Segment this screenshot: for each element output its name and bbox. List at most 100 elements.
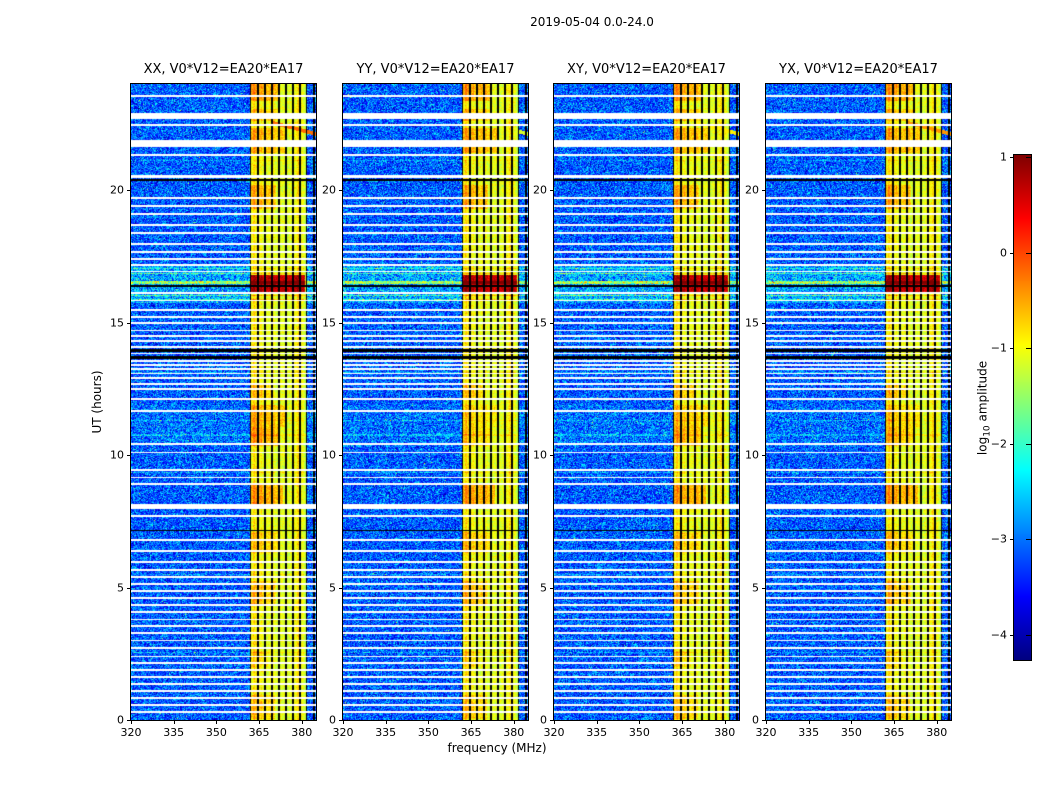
y-tick-label: 5	[752, 581, 759, 594]
y-tick	[127, 587, 131, 589]
colorbar-tick	[1010, 252, 1014, 254]
x-tick-label: 365	[460, 726, 482, 739]
x-tick-label: 320	[332, 726, 354, 739]
colorbar-label-post: amplitude	[975, 360, 990, 426]
y-axis-label: UT (hours)	[90, 370, 104, 434]
y-tick	[127, 720, 131, 721]
y-tick-label: 15	[533, 316, 547, 329]
x-tick	[343, 720, 344, 724]
x-tick-label: 350	[205, 726, 227, 739]
spectrogram-canvas-2	[343, 84, 528, 720]
y-tick-label: 0	[329, 713, 336, 727]
x-tick	[851, 720, 853, 724]
x-tick	[301, 720, 303, 724]
x-tick-label: 365	[671, 726, 693, 739]
colorbar-tick-label: 0	[1000, 246, 1007, 260]
x-tick	[936, 720, 938, 724]
x-axis-label: frequency (MHz)	[447, 741, 547, 755]
colorbar-tick-label: −3	[990, 532, 1007, 546]
x-tick-label: 350	[628, 726, 650, 739]
x-tick	[471, 720, 473, 724]
x-tick	[554, 720, 555, 724]
y-tick	[339, 322, 343, 324]
y-tick	[550, 455, 554, 456]
y-tick	[127, 190, 131, 191]
x-tick	[259, 720, 261, 724]
y-tick-label: 0	[117, 713, 124, 727]
x-tick-label: 335	[586, 726, 608, 739]
y-tick-label: 5	[329, 581, 336, 594]
colorbar-tick	[1026, 156, 1031, 158]
colorbar-tick	[1026, 252, 1031, 254]
colorbar-tick-label: −4	[990, 628, 1007, 642]
colorbar-tick	[1026, 635, 1031, 637]
x-tick	[639, 720, 641, 724]
panel-title-2: YY, V0*V12=EA20*EA17	[356, 62, 515, 77]
colorbar-tick-label: 1	[1000, 150, 1007, 164]
y-tick-label: 0	[752, 713, 759, 727]
x-tick	[808, 720, 810, 724]
x-tick	[173, 720, 175, 724]
y-tick-label: 20	[745, 183, 759, 197]
colorbar-tick	[1010, 635, 1014, 637]
y-tick	[339, 455, 343, 456]
spectrogram-canvas-1	[131, 84, 316, 720]
x-tick	[131, 720, 132, 724]
y-tick	[762, 455, 766, 456]
x-tick-label: 365	[883, 726, 905, 739]
y-tick	[339, 587, 343, 589]
x-tick	[513, 720, 515, 724]
x-tick	[216, 720, 218, 724]
panel-title-3: XY, V0*V12=EA20*EA17	[567, 62, 726, 77]
colorbar-label-sub: 10	[982, 425, 993, 437]
x-tick-label: 365	[248, 726, 270, 739]
x-tick	[766, 720, 767, 724]
x-tick	[682, 720, 684, 724]
x-tick-label: 350	[840, 726, 862, 739]
colorbar-tick	[1026, 443, 1031, 445]
y-tick-label: 10	[322, 448, 336, 462]
x-tick-label: 335	[375, 726, 397, 739]
colorbar-label-pre: log	[975, 436, 990, 456]
y-tick-label: 20	[533, 183, 547, 197]
panel-title-4: YX, V0*V12=EA20*EA17	[779, 62, 938, 77]
x-tick-label: 380	[926, 726, 948, 739]
x-tick-label: 335	[798, 726, 820, 739]
y-tick	[550, 720, 554, 721]
y-tick	[127, 455, 131, 456]
y-tick	[762, 587, 766, 589]
y-tick-label: 10	[745, 448, 759, 462]
colorbar-tick	[1010, 348, 1014, 350]
x-tick-label: 320	[755, 726, 777, 739]
y-tick-label: 15	[322, 316, 336, 329]
y-tick	[762, 190, 766, 191]
x-tick-label: 380	[503, 726, 525, 739]
x-tick-label: 380	[291, 726, 313, 739]
y-tick-label: 20	[322, 183, 336, 197]
colorbar-tick	[1010, 539, 1014, 541]
y-tick-label: 0	[540, 713, 547, 727]
colorbar-tick	[1026, 539, 1031, 541]
y-tick	[762, 720, 766, 721]
colorbar-tick-label: −1	[990, 341, 1007, 355]
x-tick	[724, 720, 726, 724]
colorbar-tick	[1010, 156, 1014, 158]
y-tick	[550, 190, 554, 191]
x-tick	[596, 720, 598, 724]
x-tick	[894, 720, 896, 724]
colorbar-canvas	[1014, 155, 1031, 660]
y-tick-label: 10	[533, 448, 547, 462]
y-tick	[127, 322, 131, 324]
y-tick	[550, 587, 554, 589]
y-tick	[550, 322, 554, 324]
panel-title-1: XX, V0*V12=EA20*EA17	[143, 62, 304, 77]
x-tick-label: 320	[120, 726, 142, 739]
y-tick-label: 5	[540, 581, 547, 594]
colorbar-tick	[1010, 443, 1014, 445]
y-tick-label: 15	[110, 316, 124, 329]
colorbar-tick-label: −2	[990, 437, 1007, 451]
spectrogram-canvas-3	[554, 84, 739, 720]
x-tick-label: 320	[543, 726, 565, 739]
x-tick	[385, 720, 387, 724]
